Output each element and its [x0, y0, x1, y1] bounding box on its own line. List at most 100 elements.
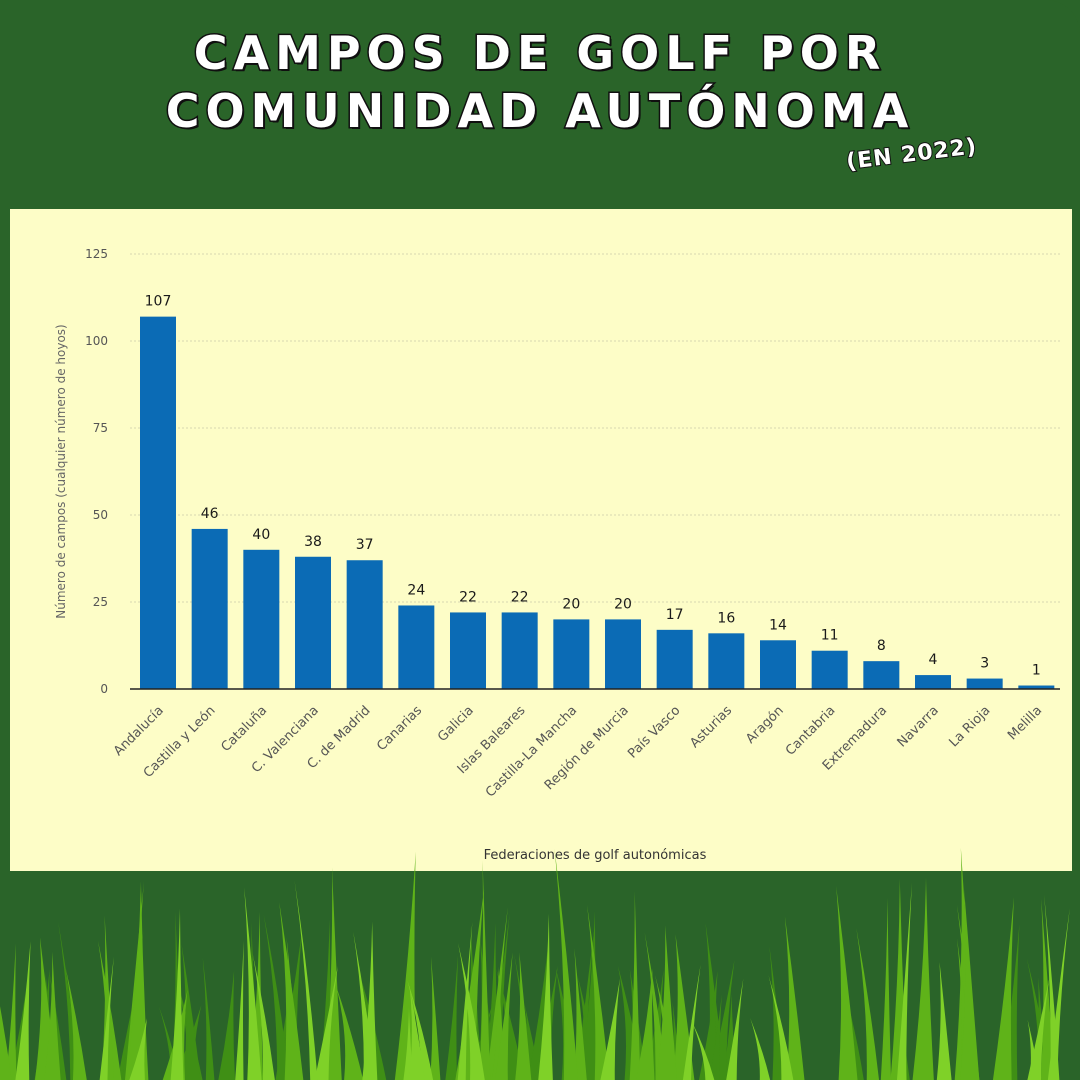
grass-blade	[403, 1007, 413, 1080]
data-label: 1	[1032, 663, 1041, 679]
bar	[760, 640, 796, 689]
bar	[346, 560, 383, 689]
bar	[863, 661, 900, 689]
grass-blade	[784, 916, 805, 1080]
grass-blade	[407, 980, 434, 1080]
grass-blade	[710, 960, 735, 1080]
grass-blade	[538, 913, 553, 1080]
grass-decoration	[0, 847, 1070, 1080]
grass-blade	[629, 890, 641, 1080]
grass-blade	[244, 887, 262, 1080]
bar	[191, 528, 228, 689]
grass-blade	[768, 975, 794, 1080]
grass-blade	[587, 904, 610, 1080]
bar	[605, 619, 641, 689]
chart-panel: 0 25 50 75 100 125 Número de campos (cualquier…	[10, 209, 1072, 871]
data-label: 46	[201, 506, 219, 522]
page-title-line-2: COMUNIDAD AUTÓNOMA	[164, 84, 915, 138]
page-title-line-1: CAMPOS DE GOLF POR	[192, 26, 887, 80]
data-label: 20	[614, 596, 632, 612]
grass-blade	[394, 851, 417, 1080]
bar	[450, 612, 486, 689]
x-tick-label: Asturias	[687, 703, 735, 751]
grass-blade	[44, 951, 61, 1080]
grass-blade	[1027, 977, 1050, 1080]
grass-blade	[1044, 894, 1060, 1080]
bar-chart: 0 25 50 75 100 125 Número de campos (cualquier…	[54, 247, 1060, 863]
grass-blade	[1001, 923, 1020, 1080]
x-tick-label: Cantabria	[783, 703, 839, 759]
grass-blade	[936, 962, 952, 1080]
bar	[1018, 685, 1055, 689]
grass-blade	[682, 964, 701, 1080]
data-label: 22	[459, 589, 477, 605]
grass-blade	[0, 1006, 12, 1080]
grass-blade	[170, 908, 184, 1080]
bar	[243, 549, 280, 689]
data-label: 3	[980, 656, 989, 672]
grass-blade	[218, 970, 236, 1080]
grass-blade	[362, 921, 378, 1080]
grass-blade	[15, 941, 31, 1080]
grass-blade	[726, 978, 744, 1080]
grass-blade	[314, 965, 338, 1080]
grass-blade	[600, 978, 620, 1080]
grass-blade	[690, 1018, 715, 1080]
grass-blade	[408, 985, 425, 1080]
data-label: 22	[511, 589, 529, 605]
data-label: 11	[821, 628, 839, 644]
data-label: 107	[145, 294, 172, 310]
grass-blade	[515, 952, 532, 1080]
x-tick-label: Navarra	[895, 703, 942, 750]
grass-blade	[65, 968, 87, 1080]
x-tick-label: La Rioja	[946, 703, 993, 750]
grass-blade	[279, 902, 304, 1080]
x-tick-label: Canarias	[374, 703, 425, 754]
grass-blade	[856, 928, 880, 1080]
grass-blade	[698, 970, 718, 1080]
y-tick-label: 25	[93, 595, 108, 609]
data-label: 14	[769, 617, 787, 633]
page-subtitle: (EN 2022)	[844, 133, 980, 176]
x-tick-label: Aragón	[743, 703, 787, 747]
grass-blade	[656, 925, 678, 1080]
bar	[656, 629, 693, 689]
x-tick-label: Galicia	[435, 703, 477, 745]
x-axis-label: Federaciones de golf autonómicas	[484, 848, 707, 863]
grass-blade	[880, 897, 892, 1080]
bar	[140, 316, 176, 689]
x-tick-label: Andalucía	[111, 703, 167, 759]
y-axis-label: Número de campos (cualquier número de ho…	[54, 324, 68, 618]
x-tick-label: Cataluña	[218, 703, 270, 755]
y-tick-label: 100	[85, 334, 108, 348]
grass-blade	[912, 877, 934, 1080]
data-label: 24	[407, 582, 425, 598]
grass-blade	[554, 848, 578, 1080]
data-label: 20	[562, 596, 580, 612]
grass-blade	[445, 954, 459, 1080]
y-tick-label: 75	[93, 421, 108, 435]
grass-blade	[263, 914, 290, 1080]
grass-blade	[294, 880, 318, 1080]
grass-blade	[1027, 1019, 1041, 1080]
grass-blade	[430, 956, 441, 1080]
data-label: 4	[929, 652, 938, 668]
bar	[553, 619, 590, 689]
grass-blade	[486, 906, 508, 1080]
grass-blade	[252, 953, 275, 1080]
y-tick-label: 50	[93, 508, 108, 522]
grass-blade	[709, 994, 722, 1080]
grass-blade	[126, 881, 149, 1080]
grass-blade	[750, 1017, 771, 1080]
data-label: 38	[304, 534, 322, 550]
bar	[295, 556, 331, 689]
grass-blade	[635, 968, 655, 1080]
bar	[811, 650, 848, 689]
y-tick-label: 125	[85, 247, 108, 261]
grass-blade	[181, 944, 201, 1080]
x-tick-label: País Vasco	[625, 703, 683, 761]
grass-blade	[457, 921, 473, 1080]
bar	[915, 675, 951, 689]
grass-blade	[202, 957, 215, 1080]
